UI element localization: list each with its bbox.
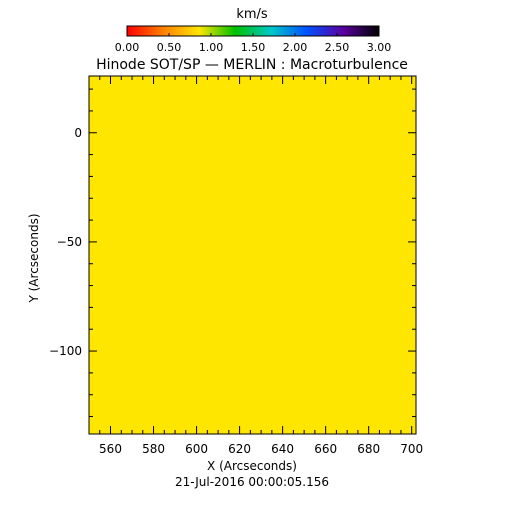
chart-title: Hinode SOT/SP — MERLIN : Macroturbulence (96, 57, 408, 73)
macroturbulence-field (89, 76, 416, 434)
y-tick-label: −100 (49, 344, 82, 358)
x-tick-label: 560 (99, 442, 122, 456)
colorbar-tick-label: 2.00 (283, 41, 308, 54)
x-tick-label: 700 (400, 442, 423, 456)
colorbar-tick-label: 2.50 (325, 41, 350, 54)
colorbar-tick-label: 1.00 (199, 41, 224, 54)
x-tick-label: 600 (185, 442, 208, 456)
x-axis-label: X (Arcseconds) (207, 459, 297, 473)
x-tick-label: 640 (271, 442, 294, 456)
colorbar-tick-label: 3.00 (367, 41, 392, 54)
colorbar-tick-label: 1.50 (241, 41, 266, 54)
y-axis-label: Y (Arcseconds) (27, 213, 41, 303)
x-tick-label: 660 (314, 442, 337, 456)
x-tick-label: 620 (228, 442, 251, 456)
colorbar-tick-label: 0.50 (157, 41, 182, 54)
x-tick-label: 580 (142, 442, 165, 456)
observation-timestamp: 21-Jul-2016 00:00:05.156 (175, 475, 329, 489)
x-tick-label: 680 (357, 442, 380, 456)
y-tick-label: 0 (74, 126, 82, 140)
x-axis-ticks: 560 580 600 620 640 660 680 700 (88, 76, 423, 456)
plot-frame (88, 75, 417, 435)
y-axis-ticks: 0 −50 −100 (49, 88, 416, 418)
colorbar-tick-label: 0.00 (115, 41, 140, 54)
colorbar-label: km/s (236, 7, 268, 22)
colorbar-ticks: 0.00 0.50 1.00 1.50 2.00 2.50 3.00 (115, 33, 392, 54)
y-tick-label: −50 (57, 235, 82, 249)
